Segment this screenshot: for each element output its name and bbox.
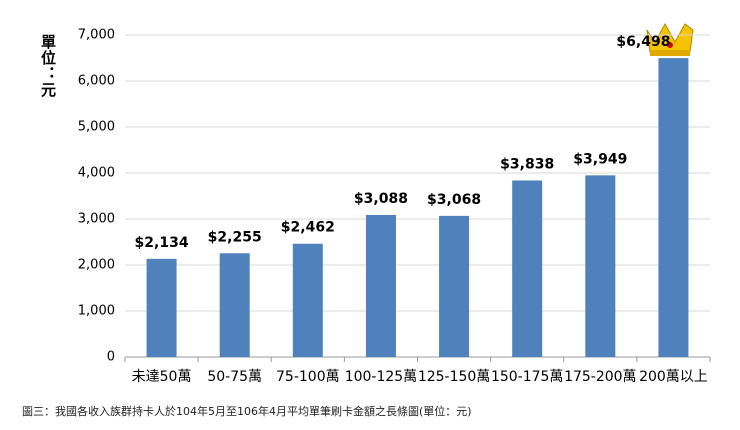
bar [219, 253, 250, 357]
value-label: $3,838 [500, 156, 554, 172]
value-label: $6,498 [616, 34, 670, 50]
bar [585, 175, 616, 357]
bar [439, 215, 470, 357]
crown [646, 22, 694, 56]
y-tick-label: 7,000 [78, 28, 115, 43]
value-label: $2,462 [281, 220, 335, 236]
x-tick-label: 200萬以上 [639, 369, 708, 385]
y-tick-label: 3,000 [78, 212, 115, 227]
caption: 圖三：我國各收入族群持卡人於104年5月至106年4月平均單筆刷卡金額之長條圖(… [22, 405, 472, 418]
y-tick-label: 4,000 [78, 166, 115, 181]
x-tick-label: 175-200萬 [564, 369, 637, 385]
x-tick-label: 50-75萬 [207, 369, 262, 385]
x-tick-label: 100-125萬 [345, 369, 418, 385]
bar [292, 243, 323, 357]
y-tick-label: 0 [107, 350, 115, 365]
x-tick-label: 75-100萬 [276, 369, 340, 385]
value-label: $3,068 [427, 192, 481, 208]
value-label: $2,255 [208, 229, 262, 245]
value-label: $3,088 [354, 191, 408, 207]
bar [658, 58, 689, 357]
bar [512, 180, 543, 357]
bar [365, 214, 396, 357]
y-tick-label: 5,000 [78, 120, 115, 135]
x-tick-label: 125-150萬 [418, 369, 491, 385]
y-axis-label: 單位：元 [39, 34, 57, 98]
bar [146, 258, 177, 357]
value-label: $3,949 [573, 151, 627, 167]
y-tick-label: 1,000 [78, 304, 115, 319]
x-tick-label: 150-175萬 [491, 369, 564, 385]
x-tick-label: 未達50萬 [132, 369, 192, 385]
value-label: $2,134 [135, 235, 189, 251]
y-tick-label: 6,000 [78, 74, 115, 89]
y-tick-label: 2,000 [78, 258, 115, 273]
